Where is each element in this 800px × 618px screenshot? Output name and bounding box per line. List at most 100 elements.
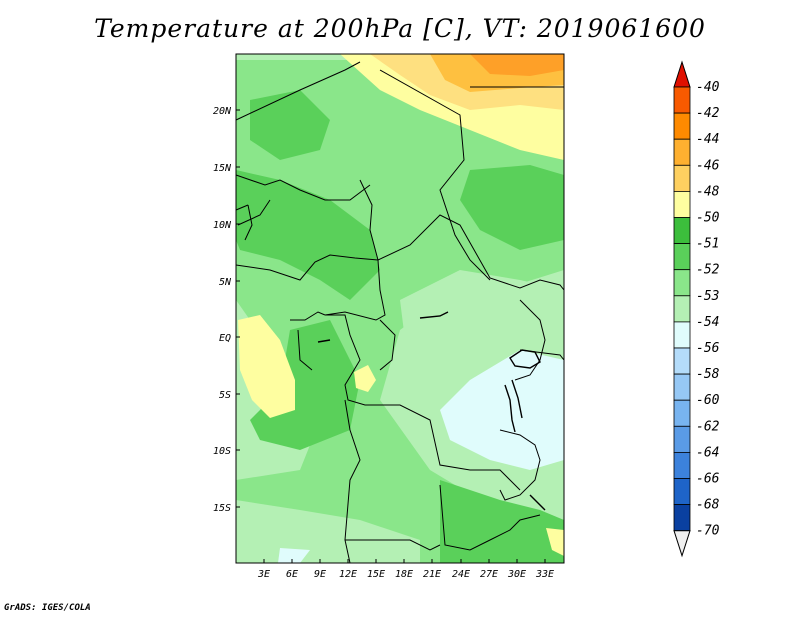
lon-tick-label: 18E <box>395 569 413 580</box>
boundary-line <box>324 179 386 321</box>
colorbar-swatch <box>673 399 691 427</box>
lakes <box>317 311 546 511</box>
colorbar-swatch <box>673 138 691 166</box>
colorbar-swatch <box>673 451 691 479</box>
lon-tick-label: 9E <box>314 569 326 580</box>
lat-tick-label: 15S <box>213 503 231 514</box>
colorbar-swatch <box>673 112 691 140</box>
field-region-lt54 <box>440 350 564 470</box>
boundary-line <box>290 311 326 321</box>
field-region-51 <box>440 480 564 563</box>
field-region-48 <box>238 315 295 418</box>
colorbar-level-label: -58 <box>696 367 720 382</box>
colorbar-level-label: -60 <box>696 393 720 408</box>
boundary-line <box>379 69 491 281</box>
field-region-lt54 <box>278 548 310 563</box>
colorbar-level-label: -42 <box>696 106 720 121</box>
boundary-line <box>345 539 441 551</box>
lake-outline <box>419 311 449 319</box>
colorbar-swatch <box>673 295 691 323</box>
field-region-51 <box>250 320 360 450</box>
colorbar-swatch <box>673 217 691 245</box>
lat-tick-label: 5S <box>219 390 231 401</box>
longitude-axis: 3E 6E 9E 12E 15E 18E 21E 24E 27E 30E 33E <box>257 559 554 580</box>
boundary-line <box>235 174 371 201</box>
boundary-line <box>514 299 546 381</box>
colorbar-swatch <box>673 478 691 506</box>
country-boundaries <box>235 61 565 564</box>
boundary-line <box>235 204 249 211</box>
boundary-line <box>297 329 313 371</box>
lat-tick-label: 20N <box>213 106 232 117</box>
boundary-line <box>499 429 541 501</box>
boundary-line <box>244 204 253 241</box>
lat-tick-label: 5N <box>219 277 232 288</box>
colorbar-level-label: -40 <box>696 80 720 95</box>
boundary-line <box>235 61 361 121</box>
colorbar-swatch <box>673 373 691 401</box>
colorbar-swatch <box>673 269 691 297</box>
field-region-53 <box>236 500 420 563</box>
lake-outline <box>504 384 516 433</box>
colorbar-level-label: -44 <box>696 132 719 147</box>
colorbar-level-label: -48 <box>696 184 720 199</box>
colorbar-level-label: -64 <box>696 445 719 460</box>
lake-outline <box>317 339 331 343</box>
map-title: Temperature at 200hPa [C], VT: 201906160… <box>94 14 706 43</box>
colorbar-level-label: -62 <box>696 419 720 434</box>
colorbar-level-label: -54 <box>696 315 719 330</box>
colorbar-level-label: -46 <box>696 158 720 173</box>
lake-outline <box>509 349 541 369</box>
map-frame <box>235 53 565 564</box>
lat-tick-label: EQ <box>219 333 231 344</box>
colorbar-level-label: -53 <box>696 289 719 304</box>
lon-tick-label: 33E <box>535 569 554 580</box>
colorbar-swatch <box>673 347 691 375</box>
lon-tick-label: 12E <box>339 569 357 580</box>
colorbar-level-label: -52 <box>696 263 720 278</box>
colorbar-top-arrow <box>673 60 691 88</box>
colorbar-level-label: -56 <box>696 341 720 356</box>
lon-tick-label: 3E <box>257 569 270 580</box>
lon-tick-label: 21E <box>423 569 441 580</box>
colorbar: -40 -42 -44 -46 -48 -50 -51 -52 -53 -54 -56 -58 -60 -… <box>673 60 720 558</box>
lon-tick-label: 30E <box>507 569 526 580</box>
colorbar-swatch <box>673 86 691 114</box>
colorbar-swatch <box>673 504 691 532</box>
colorbar-swatch <box>673 321 691 349</box>
lat-tick-label: 15N <box>213 163 232 174</box>
lon-tick-label: 24E <box>452 569 470 580</box>
colorbar-bottom-arrow <box>673 530 691 558</box>
colorbar-swatch <box>673 190 691 218</box>
boundary-line <box>237 199 271 226</box>
grads-credit: GrADS: IGES/COLA <box>4 603 91 613</box>
colorbar-level-label: -70 <box>696 524 720 539</box>
lat-tick-label: 10N <box>213 220 232 231</box>
lon-tick-label: 27E <box>480 569 498 580</box>
lake-outline <box>529 494 546 511</box>
field-region-42 <box>470 54 564 76</box>
boundary-line <box>325 314 521 491</box>
lon-tick-label: 15E <box>367 569 385 580</box>
boundary-line <box>439 484 541 551</box>
field-region-51 <box>236 170 380 300</box>
field-region-51 <box>250 90 330 160</box>
temperature-field <box>236 54 564 563</box>
field-region-51 <box>460 165 564 250</box>
boundary-line <box>344 399 361 564</box>
boundary-line <box>377 214 565 291</box>
map-panel: 20N 15N 10N 5N EQ 5S 10S 15S 3E 6E 9E <box>213 53 565 580</box>
colorbar-level-label: -51 <box>696 237 719 252</box>
boundary-line <box>235 254 379 281</box>
colorbar-swatch <box>673 164 691 192</box>
colorbar-level-label: -66 <box>696 472 720 487</box>
boundary-line <box>379 319 396 371</box>
lon-tick-label: 6E <box>286 569 298 580</box>
colorbar-level-label: -50 <box>696 211 720 226</box>
colorbar-level-label: -68 <box>696 498 720 513</box>
field-region-48 <box>354 365 376 392</box>
colorbar-swatch <box>673 243 691 271</box>
colorbar-swatch <box>673 425 691 453</box>
lake-outline <box>511 379 523 419</box>
